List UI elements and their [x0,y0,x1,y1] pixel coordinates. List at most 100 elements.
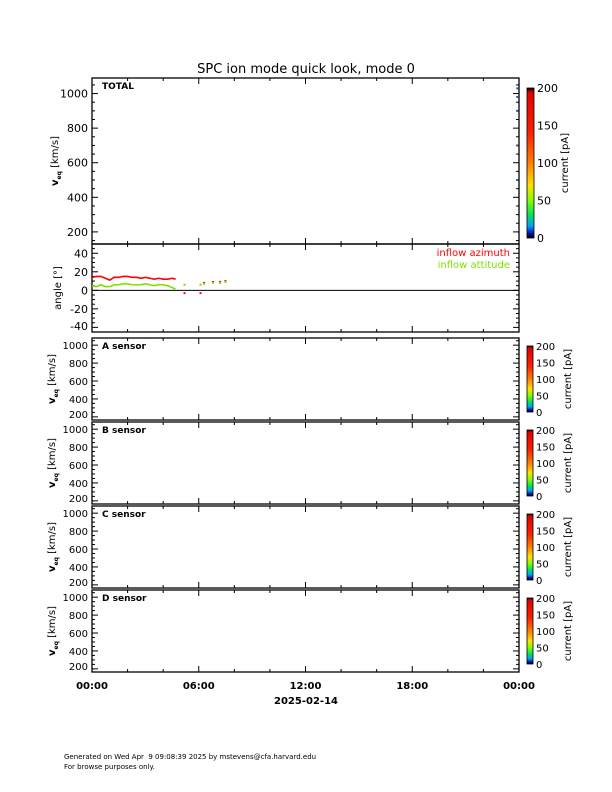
data-point [516,96,519,99]
legend-entry: inflow azimuth [437,248,510,259]
data-point [516,144,519,147]
y-tick-label: 1000 [63,509,88,520]
colorbar-tick-label: 50 [536,560,549,571]
colorbar-label: current [pA] [560,133,571,193]
colorbar-tick-label: 200 [536,426,555,437]
y-axis-label: veq [km/s] [47,522,60,572]
panel-label: TOTAL [102,82,134,92]
colorbar-tick-label: 200 [537,82,558,95]
colorbar-label: current [pA] [563,601,574,661]
y-tick-label: -40 [70,320,88,333]
y-tick-label: 600 [67,157,88,170]
x-tick-label: 00:00 [503,681,535,692]
colorbar-tick-label: 0 [536,492,542,503]
colorbar-tick-label: 200 [536,594,555,605]
y-tick-label: 20 [74,266,88,279]
y-tick-label: 400 [69,479,88,490]
y-tick-label: 800 [67,122,88,135]
panel-label: D sensor [102,594,147,604]
y-tick-label: 800 [69,443,88,454]
colorbar-tick-label: 0 [536,660,542,671]
y-tick-label: 200 [69,662,88,673]
y-axis-label: veq [km/s] [47,354,60,404]
data-point [516,179,519,182]
colorbar-tick-label: 200 [536,510,555,521]
colorbar-tick-label: 200 [536,342,555,353]
x-tick-label: 12:00 [290,681,322,692]
y-axis-label: veq [km/s] [47,438,60,488]
x-tick-label: 06:00 [183,681,215,692]
colorbar-tick-label: 100 [536,375,555,386]
data-point [219,281,222,284]
colorbar-tick-label: 50 [537,195,551,208]
panel-frame [91,421,520,505]
y-tick-label: 800 [69,611,88,622]
y-tick-label: 600 [69,461,88,472]
y-tick-label: 400 [69,395,88,406]
plot-title: SPC ion mode quick look, mode 0 [197,62,415,77]
colorbar [526,87,535,239]
footer-disclaimer: For browse purposes only. [64,763,155,771]
y-tick-label: 200 [69,578,88,589]
panel-1: -40 -20 0 20 40 angle [°] inflow azimuthinflow… [53,243,520,333]
colorbar-tick-label: 50 [536,644,549,655]
colorbar-tick-label: 50 [536,476,549,487]
series-line-0 [91,275,176,282]
colorbar-label: current [pA] [563,349,574,409]
panel-frame [91,589,520,673]
series-line-1 [91,283,176,291]
x-tick-label: 18:00 [396,681,428,692]
y-tick-label: 1000 [63,593,88,604]
y-tick-label: 600 [69,545,88,556]
y-tick-label: 400 [69,647,88,658]
y-axis-label: angle [°] [53,266,64,310]
y-tick-label: 800 [69,527,88,538]
panel-label: B sensor [102,426,146,436]
y-tick-label: 1000 [63,341,88,352]
colorbar-tick-label: 150 [536,443,555,454]
panel-label: C sensor [102,510,146,520]
colorbar-tick-label: 0 [536,408,542,419]
panel-frame [91,337,520,421]
colorbar-tick-label: 150 [536,527,555,538]
data-point [516,109,519,112]
colorbar [526,597,534,665]
y-tick-label: 600 [69,377,88,388]
colorbar-tick-label: 150 [536,359,555,370]
colorbar-tick-label: 0 [537,232,544,245]
colorbar [526,513,534,581]
footer-generated: Generated on Wed Apr 9 09:08:39 2025 by … [64,753,317,761]
x-tick-label: 00:00 [76,681,108,692]
colorbar-tick-label: 100 [536,627,555,638]
colorbar-tick-label: 100 [536,459,555,470]
y-axis-label: veq [km/s] [50,136,63,186]
legend-entry: inflow attitude [438,260,510,271]
colorbar [526,345,534,413]
data-point [211,281,214,284]
y-tick-label: 200 [69,494,88,505]
y-tick-label: 600 [69,629,88,640]
data-point [224,280,227,283]
panel-0: 200 400 600 800 1000 veq [km/s] TOTAL 0 50 100 150… [50,77,571,245]
data-point [199,292,202,295]
y-tick-label: 40 [74,247,88,260]
panel-label: A sensor [102,342,147,352]
colorbar-tick-label: 100 [536,543,555,554]
y-tick-label: 1000 [63,425,88,436]
colorbar [526,429,534,497]
colorbar-label: current [pA] [563,433,574,493]
y-tick-label: 200 [69,410,88,421]
colorbar-tick-label: 0 [536,576,542,587]
y-tick-label: 400 [67,191,88,204]
y-tick-label: 0 [81,284,88,297]
colorbar-tick-label: 150 [536,611,555,622]
data-point [203,282,206,285]
colorbar-label: current [pA] [563,517,574,577]
y-tick-label: -20 [70,303,88,316]
